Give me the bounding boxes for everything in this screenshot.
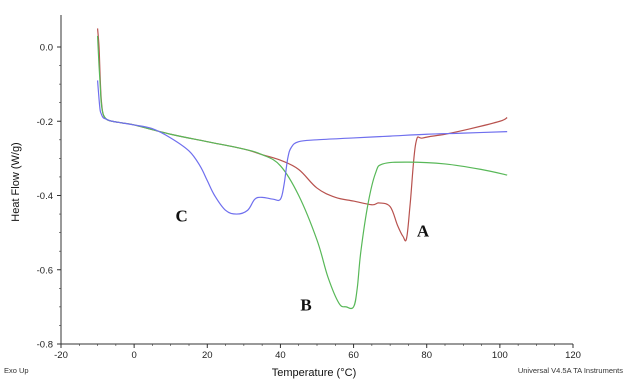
curve-label-c: C xyxy=(176,206,188,225)
x-tick-label: 20 xyxy=(202,350,213,361)
x-tick-label: -20 xyxy=(54,350,68,361)
x-axis-title: Temperature (°C) xyxy=(272,367,356,379)
x-tick-label: 80 xyxy=(421,350,432,361)
y-tick-label: -0.2 xyxy=(37,117,53,128)
x-tick-label: 40 xyxy=(275,350,286,361)
y-tick-label: -0.4 xyxy=(37,191,53,202)
series-line-a xyxy=(96,28,508,242)
y-tick-label: 0.0 xyxy=(40,43,53,54)
x-tick-label: 0 xyxy=(131,350,136,361)
axes-layer xyxy=(60,15,573,345)
x-tick-label: 60 xyxy=(348,350,359,361)
curve-label-a: A xyxy=(417,221,430,240)
y-tick-label: -0.6 xyxy=(37,265,53,276)
y-axis-title: Heat Flow (W/g) xyxy=(10,142,22,221)
series-line-c xyxy=(96,80,508,215)
annotation-layer: A B C xyxy=(176,206,430,314)
series-layer xyxy=(96,28,508,310)
x-tick-label: 100 xyxy=(492,350,508,361)
ticks-layer: 0.0 -0.2 -0.4 -0.6 -0.8-20 0 20 40 60 80 100 120 xyxy=(37,43,581,362)
curve-label-b: B xyxy=(300,296,311,315)
series-line-b xyxy=(96,35,508,310)
x-tick-label: 120 xyxy=(565,350,581,361)
footer-right-label: Universal V4.5A TA Instruments xyxy=(518,366,623,375)
footer-left-label: Exo Up xyxy=(4,366,29,375)
y-tick-label: -0.8 xyxy=(37,340,53,351)
